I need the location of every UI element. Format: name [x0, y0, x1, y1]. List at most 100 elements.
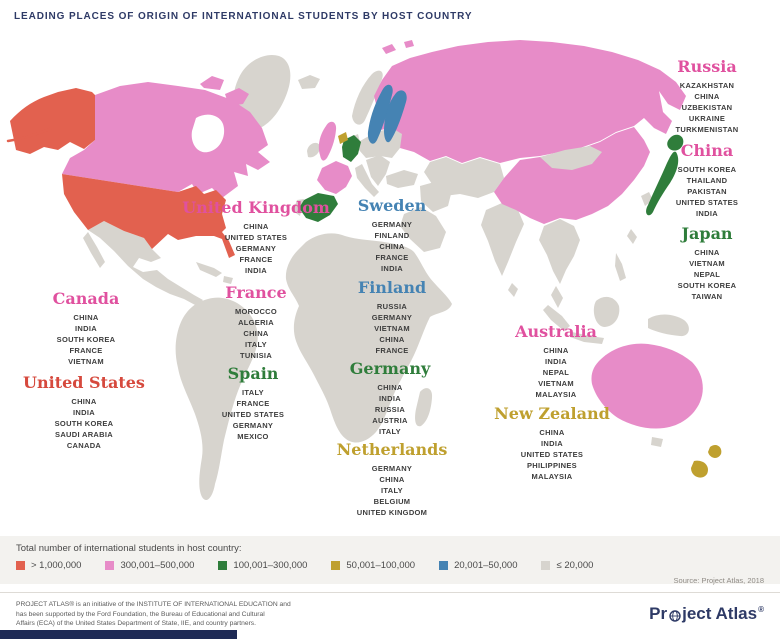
origin-item: PHILIPPINES — [527, 461, 577, 470]
host-label-finland: Finland RUSSIA GERMANY VIETNAM CHINA FRANCE — [358, 279, 426, 356]
origin-item: SOUTH KOREA — [56, 335, 116, 344]
origin-item: THAILAND — [686, 176, 728, 185]
host-label-sweden: Sweden GERMANY FINLAND CHINA FRANCE INDIA — [358, 197, 427, 274]
host-name: Germany — [349, 359, 431, 378]
map-gold-countries — [338, 132, 722, 478]
origin-item: ITALY — [242, 388, 264, 397]
origin-item: FRANCE — [239, 255, 273, 264]
origin-item: FRANCE — [375, 253, 409, 262]
map-new-zealand — [691, 460, 708, 478]
origin-list: ITALY FRANCE UNITED STATES GERMANY MEXICO — [222, 387, 284, 442]
origin-item: FRANCE — [69, 346, 103, 355]
host-label-netherlands: Netherlands GERMANY CHINA ITALY BELGIUM UNITE… — [337, 441, 448, 518]
origin-item: INDIA — [379, 394, 401, 403]
origin-item: CANADA — [66, 441, 102, 450]
legend-swatch — [16, 561, 25, 570]
origin-item: NEPAL — [693, 270, 721, 279]
legend-item: ≤ 20,000 — [541, 560, 593, 571]
logo-text-post: ject Atlas — [682, 604, 758, 623]
origin-item: CHINA — [694, 92, 720, 101]
map-green-countries — [299, 134, 684, 222]
origin-item: VIETNAM — [374, 324, 410, 333]
host-name: France — [225, 283, 287, 302]
origin-item: GERMANY — [371, 220, 413, 229]
origin-list: CHINA INDIA RUSSIA AUSTRIA ITALY — [350, 382, 431, 437]
host-name: United Kingdom — [182, 198, 330, 217]
origin-item: UNITED KINGDOM — [356, 508, 428, 517]
origin-list: SOUTH KOREA THAILAND PAKISTAN UNITED STATES… — [676, 164, 738, 219]
map-japan — [646, 151, 679, 216]
legend-item: > 1,000,000 — [16, 560, 81, 571]
origin-item: CHINA — [377, 383, 403, 392]
legend-swatch — [105, 561, 115, 570]
project-atlas-logo: Pr ject Atlas ® — [649, 604, 764, 624]
host-name: Netherlands — [336, 440, 448, 459]
origin-item: TURKMENISTAN — [675, 125, 739, 134]
legend: > 1,000,000 300,001–500,000 100,001–300,00… — [16, 560, 593, 571]
legend-label: 20,001–50,000 — [454, 560, 518, 571]
legend-swatch — [218, 561, 228, 570]
map-united-states — [62, 174, 235, 258]
origin-item: UZBEKISTAN — [681, 103, 733, 112]
origin-list: CHINA UNITED STATES GERMANY FRANCE INDIA — [182, 221, 330, 276]
map-japan — [667, 134, 684, 151]
legend-band — [0, 536, 780, 584]
origin-item: CHINA — [539, 428, 565, 437]
origin-item: GERMANY — [371, 464, 413, 473]
origin-list: CHINA VIETNAM NEPAL SOUTH KOREA TAIWAN — [678, 247, 737, 302]
map-russia — [370, 40, 686, 163]
legend-label: 300,001–500,000 — [120, 560, 195, 571]
registered-mark: ® — [758, 605, 764, 614]
legend-title: Total number of international students i… — [16, 543, 242, 554]
host-name: China — [680, 141, 734, 160]
origin-item: CHINA — [543, 346, 569, 355]
host-name: United States — [23, 373, 145, 392]
legend-item: 20,001–50,000 — [439, 560, 517, 571]
origin-item: MALAYSIA — [535, 390, 577, 399]
origin-list: CHINA INDIA SOUTH KOREA SAUDI ARABIA CANADA — [23, 396, 145, 451]
host-name: Sweden — [357, 196, 427, 215]
legend-label: ≤ 20,000 — [556, 560, 594, 571]
origin-item: INDIA — [545, 357, 567, 366]
map-landmass — [540, 146, 602, 170]
origin-list: RUSSIA GERMANY VIETNAM CHINA FRANCE — [358, 301, 426, 356]
origin-item: CHINA — [379, 242, 405, 251]
logo-text-pre: Pr — [649, 604, 668, 623]
host-label-united-kingdom: United Kingdom CHINA UNITED STATES GERMANY F… — [182, 199, 330, 276]
host-label-united-states: United States CHINA INDIA SOUTH KOREA SAUDI … — [23, 374, 145, 451]
origin-item: SOUTH KOREA — [677, 281, 737, 290]
host-label-new-zealand: New Zealand CHINA INDIA UNITED STATES PHILIP… — [494, 405, 610, 482]
map-china — [494, 127, 650, 224]
origin-list: CHINA INDIA SOUTH KOREA FRANCE VIETNAM — [53, 312, 120, 367]
origin-item: ITALY — [245, 340, 267, 349]
origin-item: UNITED STATES — [221, 410, 285, 419]
map-alaska — [10, 88, 95, 154]
host-name: Spain — [227, 364, 279, 383]
map-pink-countries — [62, 40, 703, 429]
origin-item: NEPAL — [542, 368, 570, 377]
origin-item: BELGIUM — [373, 497, 411, 506]
origin-item: FINLAND — [374, 231, 410, 240]
origin-item: ITALY — [379, 427, 401, 436]
origin-item: INDIA — [245, 266, 267, 275]
map-blue-countries — [367, 84, 407, 144]
origin-item: INDIA — [73, 408, 95, 417]
map-sweden — [367, 84, 393, 144]
host-label-germany: Germany CHINA INDIA RUSSIA AUSTRIA ITALY — [350, 360, 431, 437]
map-hudson-bay — [191, 114, 225, 153]
origin-item: CHINA — [243, 329, 269, 338]
host-label-australia: Australia CHINA INDIA NEPAL VIETNAM MALAYSIA — [515, 323, 597, 400]
origin-item: MALAYSIA — [531, 472, 573, 481]
map-netherlands — [338, 132, 348, 144]
origin-list: MOROCCO ALGERIA CHINA ITALY TUNISIA — [225, 306, 286, 361]
legend-item: 100,001–300,000 — [218, 560, 307, 571]
origin-item: CHINA — [379, 475, 405, 484]
host-label-japan: Japan CHINA VIETNAM NEPAL SOUTH KOREA TAIWAN — [678, 225, 737, 302]
origin-item: TAIWAN — [691, 292, 723, 301]
legend-label: > 1,000,000 — [31, 560, 82, 571]
origin-item: CHINA — [71, 397, 97, 406]
origin-item: CHINA — [73, 313, 99, 322]
origin-item: CHINA — [379, 335, 405, 344]
legend-label: 100,001–300,000 — [233, 560, 308, 571]
legend-label: 50,001–100,000 — [346, 560, 416, 571]
